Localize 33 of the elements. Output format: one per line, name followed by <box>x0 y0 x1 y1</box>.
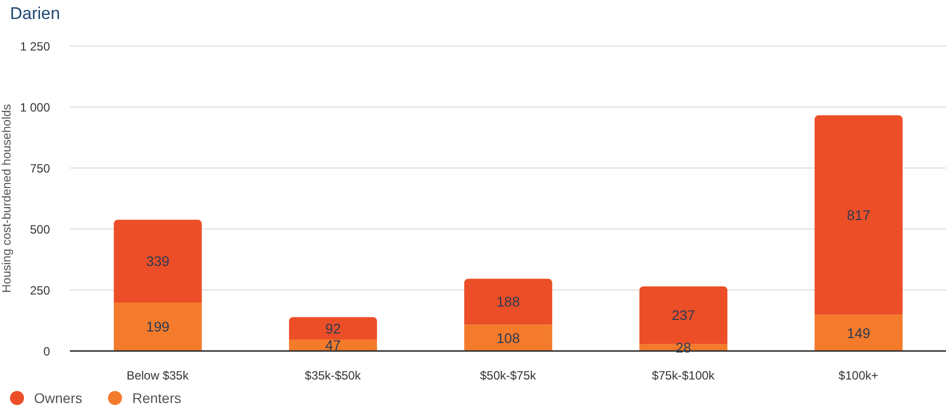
y-tick-label: 500 <box>30 222 50 236</box>
data-label: 199 <box>146 318 170 335</box>
bar <box>464 278 552 325</box>
data-label: 47 <box>325 337 341 354</box>
bar <box>464 324 552 351</box>
bar <box>114 302 202 351</box>
bar <box>814 115 903 315</box>
x-tick-label: $75k-$100k <box>652 368 716 383</box>
x-tick-label: $100k+ <box>838 368 878 383</box>
bar <box>814 314 903 351</box>
legend-label: Owners <box>34 390 82 406</box>
y-tick-label: 750 <box>30 161 50 176</box>
data-label: 237 <box>672 307 696 324</box>
data-label: 149 <box>846 324 870 341</box>
bar <box>289 317 377 340</box>
y-axis-title: Housing cost-burdened households <box>0 104 14 293</box>
data-label: 339 <box>146 253 170 270</box>
y-tick-label: 1 000 <box>20 100 50 114</box>
x-tick-label: $35k-$50k <box>304 368 362 383</box>
y-tick-label: 1 250 <box>20 39 50 54</box>
y-tick-label: 0 <box>43 344 50 358</box>
x-tick-label: Below $35k <box>126 368 190 383</box>
x-tick-label: $50k-$75k <box>480 368 538 383</box>
bar <box>639 286 728 344</box>
data-label: 188 <box>496 294 520 310</box>
data-label: 92 <box>325 320 341 336</box>
bar <box>289 340 377 351</box>
chart-title: Darien <box>10 4 60 24</box>
bar <box>114 220 202 302</box>
y-tick-label: 250 <box>30 283 50 298</box>
legend-label: Renters <box>132 390 182 406</box>
data-label: 817 <box>846 206 870 223</box>
data-label: 108 <box>496 330 520 346</box>
